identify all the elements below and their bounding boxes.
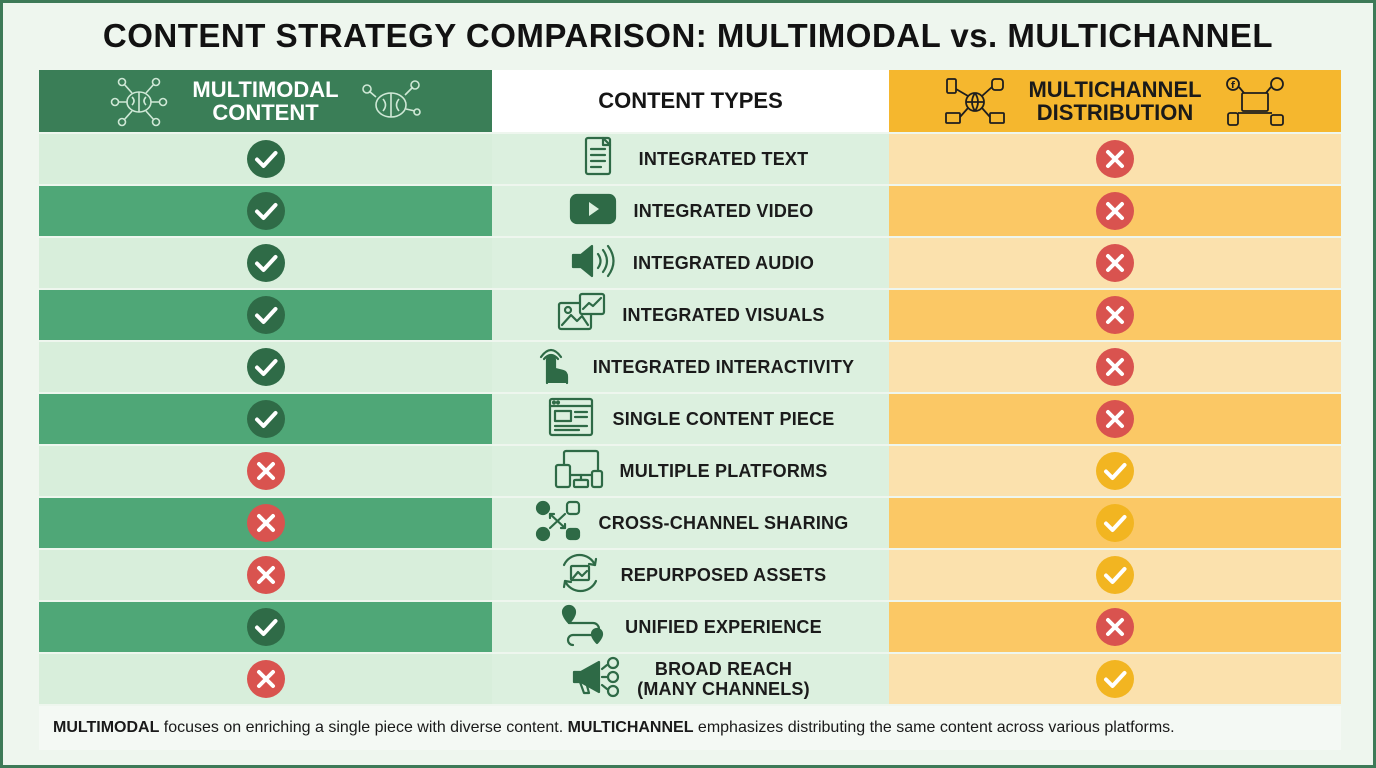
multimodal-check-mark <box>39 602 492 652</box>
content-type-label-line1: INTEGRATED AUDIO <box>632 252 815 273</box>
content-type-cell: INTEGRATED INTERACTIVITY <box>492 342 889 392</box>
content-type-label: CROSS-CHANNEL SHARING <box>599 513 849 533</box>
global-devices-icon <box>945 78 1006 124</box>
comparison-table: MULTIMODAL CONTENT CONTENT TYPES <box>39 70 1341 704</box>
table-row: INTEGRATED VISUALS <box>39 290 1341 340</box>
content-type-cell: REPURPOSED ASSETS <box>492 550 889 600</box>
content-type-cell: CROSS-CHANNEL SHARING <box>492 498 889 548</box>
table-row: INTEGRATED INTERACTIVITY <box>39 342 1341 392</box>
multimodal-cross-mark <box>39 654 492 704</box>
content-type-label: INTEGRATED VISUALS <box>622 305 824 325</box>
multichannel-cross-mark <box>889 238 1341 288</box>
table-header: MULTIMODAL CONTENT CONTENT TYPES <box>39 70 1341 132</box>
multichannel-cross-mark <box>889 186 1341 236</box>
content-type-label: INTEGRATED VIDEO <box>634 201 814 221</box>
multichannel-check-mark <box>889 498 1341 548</box>
multimodal-cross-mark <box>39 498 492 548</box>
multichannel-check-mark <box>889 446 1341 496</box>
content-type-cell: SINGLE CONTENT PIECE <box>492 394 889 444</box>
table-row: CROSS-CHANNEL SHARING <box>39 498 1341 548</box>
multichannel-cross-mark <box>889 290 1341 340</box>
content-type-label: UNIFIED EXPERIENCE <box>625 617 822 637</box>
header-multimodal-line2: CONTENT <box>212 100 319 125</box>
content-type-label-line1: INTEGRATED VISUALS <box>622 304 825 325</box>
content-type-label: SINGLE CONTENT PIECE <box>612 409 834 429</box>
image-chart-icon <box>556 291 606 340</box>
footer-term-multichannel: MULTICHANNEL <box>567 719 694 736</box>
content-type-label-line1: SINGLE CONTENT PIECE <box>612 408 835 429</box>
footer-term-multimodal: MULTIMODAL <box>53 719 160 736</box>
header-multichannel: MULTICHANNEL DISTRIBUTION f <box>889 70 1341 132</box>
multimodal-check-mark <box>39 186 492 236</box>
video-play-icon <box>568 187 618 236</box>
brain-idea-icon <box>361 80 421 118</box>
footer-text-1: focuses on enriching a single piece with… <box>159 719 568 736</box>
multichannel-check-mark <box>889 654 1341 704</box>
content-type-label-line1: MULTIPLE PLATFORMS <box>619 460 828 481</box>
recycle-image-icon <box>555 551 605 600</box>
header-multichannel-line1: MULTICHANNEL <box>1028 76 1202 102</box>
multichannel-check-mark <box>889 550 1341 600</box>
multichannel-cross-mark <box>889 394 1341 444</box>
content-type-label: MULTIPLE PLATFORMS <box>620 461 828 481</box>
multichannel-cross-mark <box>889 342 1341 392</box>
header-multichannel-line2: DISTRIBUTION <box>1036 100 1194 125</box>
header-content-types: CONTENT TYPES <box>492 70 889 132</box>
megaphone-audience-icon <box>571 655 621 704</box>
social-share-icon <box>533 499 583 548</box>
multimodal-check-mark <box>39 342 492 392</box>
route-pin-icon <box>559 603 609 652</box>
content-type-cell: MULTIPLE PLATFORMS <box>492 446 889 496</box>
multimodal-cross-mark <box>39 446 492 496</box>
multichannel-cross-mark <box>889 602 1341 652</box>
header-multimodal: MULTIMODAL CONTENT <box>39 70 492 132</box>
content-type-label: INTEGRATED INTERACTIVITY <box>593 357 854 377</box>
content-type-cell: UNIFIED EXPERIENCE <box>492 602 889 652</box>
table-body: INTEGRATED TEXT INTEGRATED VIDEO INTEGRATE… <box>39 134 1341 704</box>
content-type-cell: BROAD REACH (MANY CHANNELS) <box>492 654 889 704</box>
header-multimodal-line1: MULTIMODAL <box>192 76 339 102</box>
content-type-cell: INTEGRATED VISUALS <box>492 290 889 340</box>
speaker-icon <box>567 239 617 288</box>
multimodal-check-mark <box>39 290 492 340</box>
content-type-label: INTEGRATED AUDIO <box>633 253 814 273</box>
table-row: REPURPOSED ASSETS <box>39 550 1341 600</box>
tap-hand-icon <box>527 343 577 392</box>
footer-text-2: emphasizes distributing the same content… <box>693 719 1175 736</box>
multimodal-check-mark <box>39 394 492 444</box>
devices-icon <box>554 447 604 496</box>
content-type-label-line1: UNIFIED EXPERIENCE <box>625 616 822 637</box>
content-type-label: REPURPOSED ASSETS <box>621 565 827 585</box>
content-type-label: INTEGRATED TEXT <box>639 149 809 169</box>
svg-text:f: f <box>1231 81 1235 91</box>
content-type-label-line1: CROSS-CHANNEL SHARING <box>598 512 849 533</box>
page-title: CONTENT STRATEGY COMPARISON: MULTIMODAL … <box>102 17 1274 54</box>
footer-note: MULTIMODAL focuses on enriching a single… <box>39 706 1341 750</box>
social-devices-icon: f <box>1225 77 1284 126</box>
content-type-label-line1: BROAD REACH <box>654 658 793 679</box>
table-row: BROAD REACH (MANY CHANNELS) <box>39 654 1341 704</box>
content-type-cell: INTEGRATED AUDIO <box>492 238 889 288</box>
table-row: UNIFIED EXPERIENCE <box>39 602 1341 652</box>
webpage-icon <box>546 395 596 444</box>
document-icon <box>573 135 623 184</box>
content-type-label-line1: REPURPOSED ASSETS <box>620 564 827 585</box>
multimodal-check-mark <box>39 134 492 184</box>
content-type-cell: INTEGRATED VIDEO <box>492 186 889 236</box>
multimodal-cross-mark <box>39 550 492 600</box>
content-type-label-line2: (MANY CHANNELS) <box>637 679 810 699</box>
content-type-label-line1: INTEGRATED TEXT <box>638 148 809 169</box>
content-type-label-line1: INTEGRATED INTERACTIVITY <box>592 356 855 377</box>
content-type-label: BROAD REACH (MANY CHANNELS) <box>637 659 810 699</box>
table-row: MULTIPLE PLATFORMS <box>39 446 1341 496</box>
table-row: INTEGRATED AUDIO <box>39 238 1341 288</box>
content-type-label-line1: INTEGRATED VIDEO <box>633 200 814 221</box>
brain-network-icon <box>111 77 168 127</box>
multichannel-cross-mark <box>889 134 1341 184</box>
content-type-cell: INTEGRATED TEXT <box>492 134 889 184</box>
table-row: SINGLE CONTENT PIECE <box>39 394 1341 444</box>
multimodal-check-mark <box>39 238 492 288</box>
table-row: INTEGRATED TEXT <box>39 134 1341 184</box>
table-row: INTEGRATED VIDEO <box>39 186 1341 236</box>
